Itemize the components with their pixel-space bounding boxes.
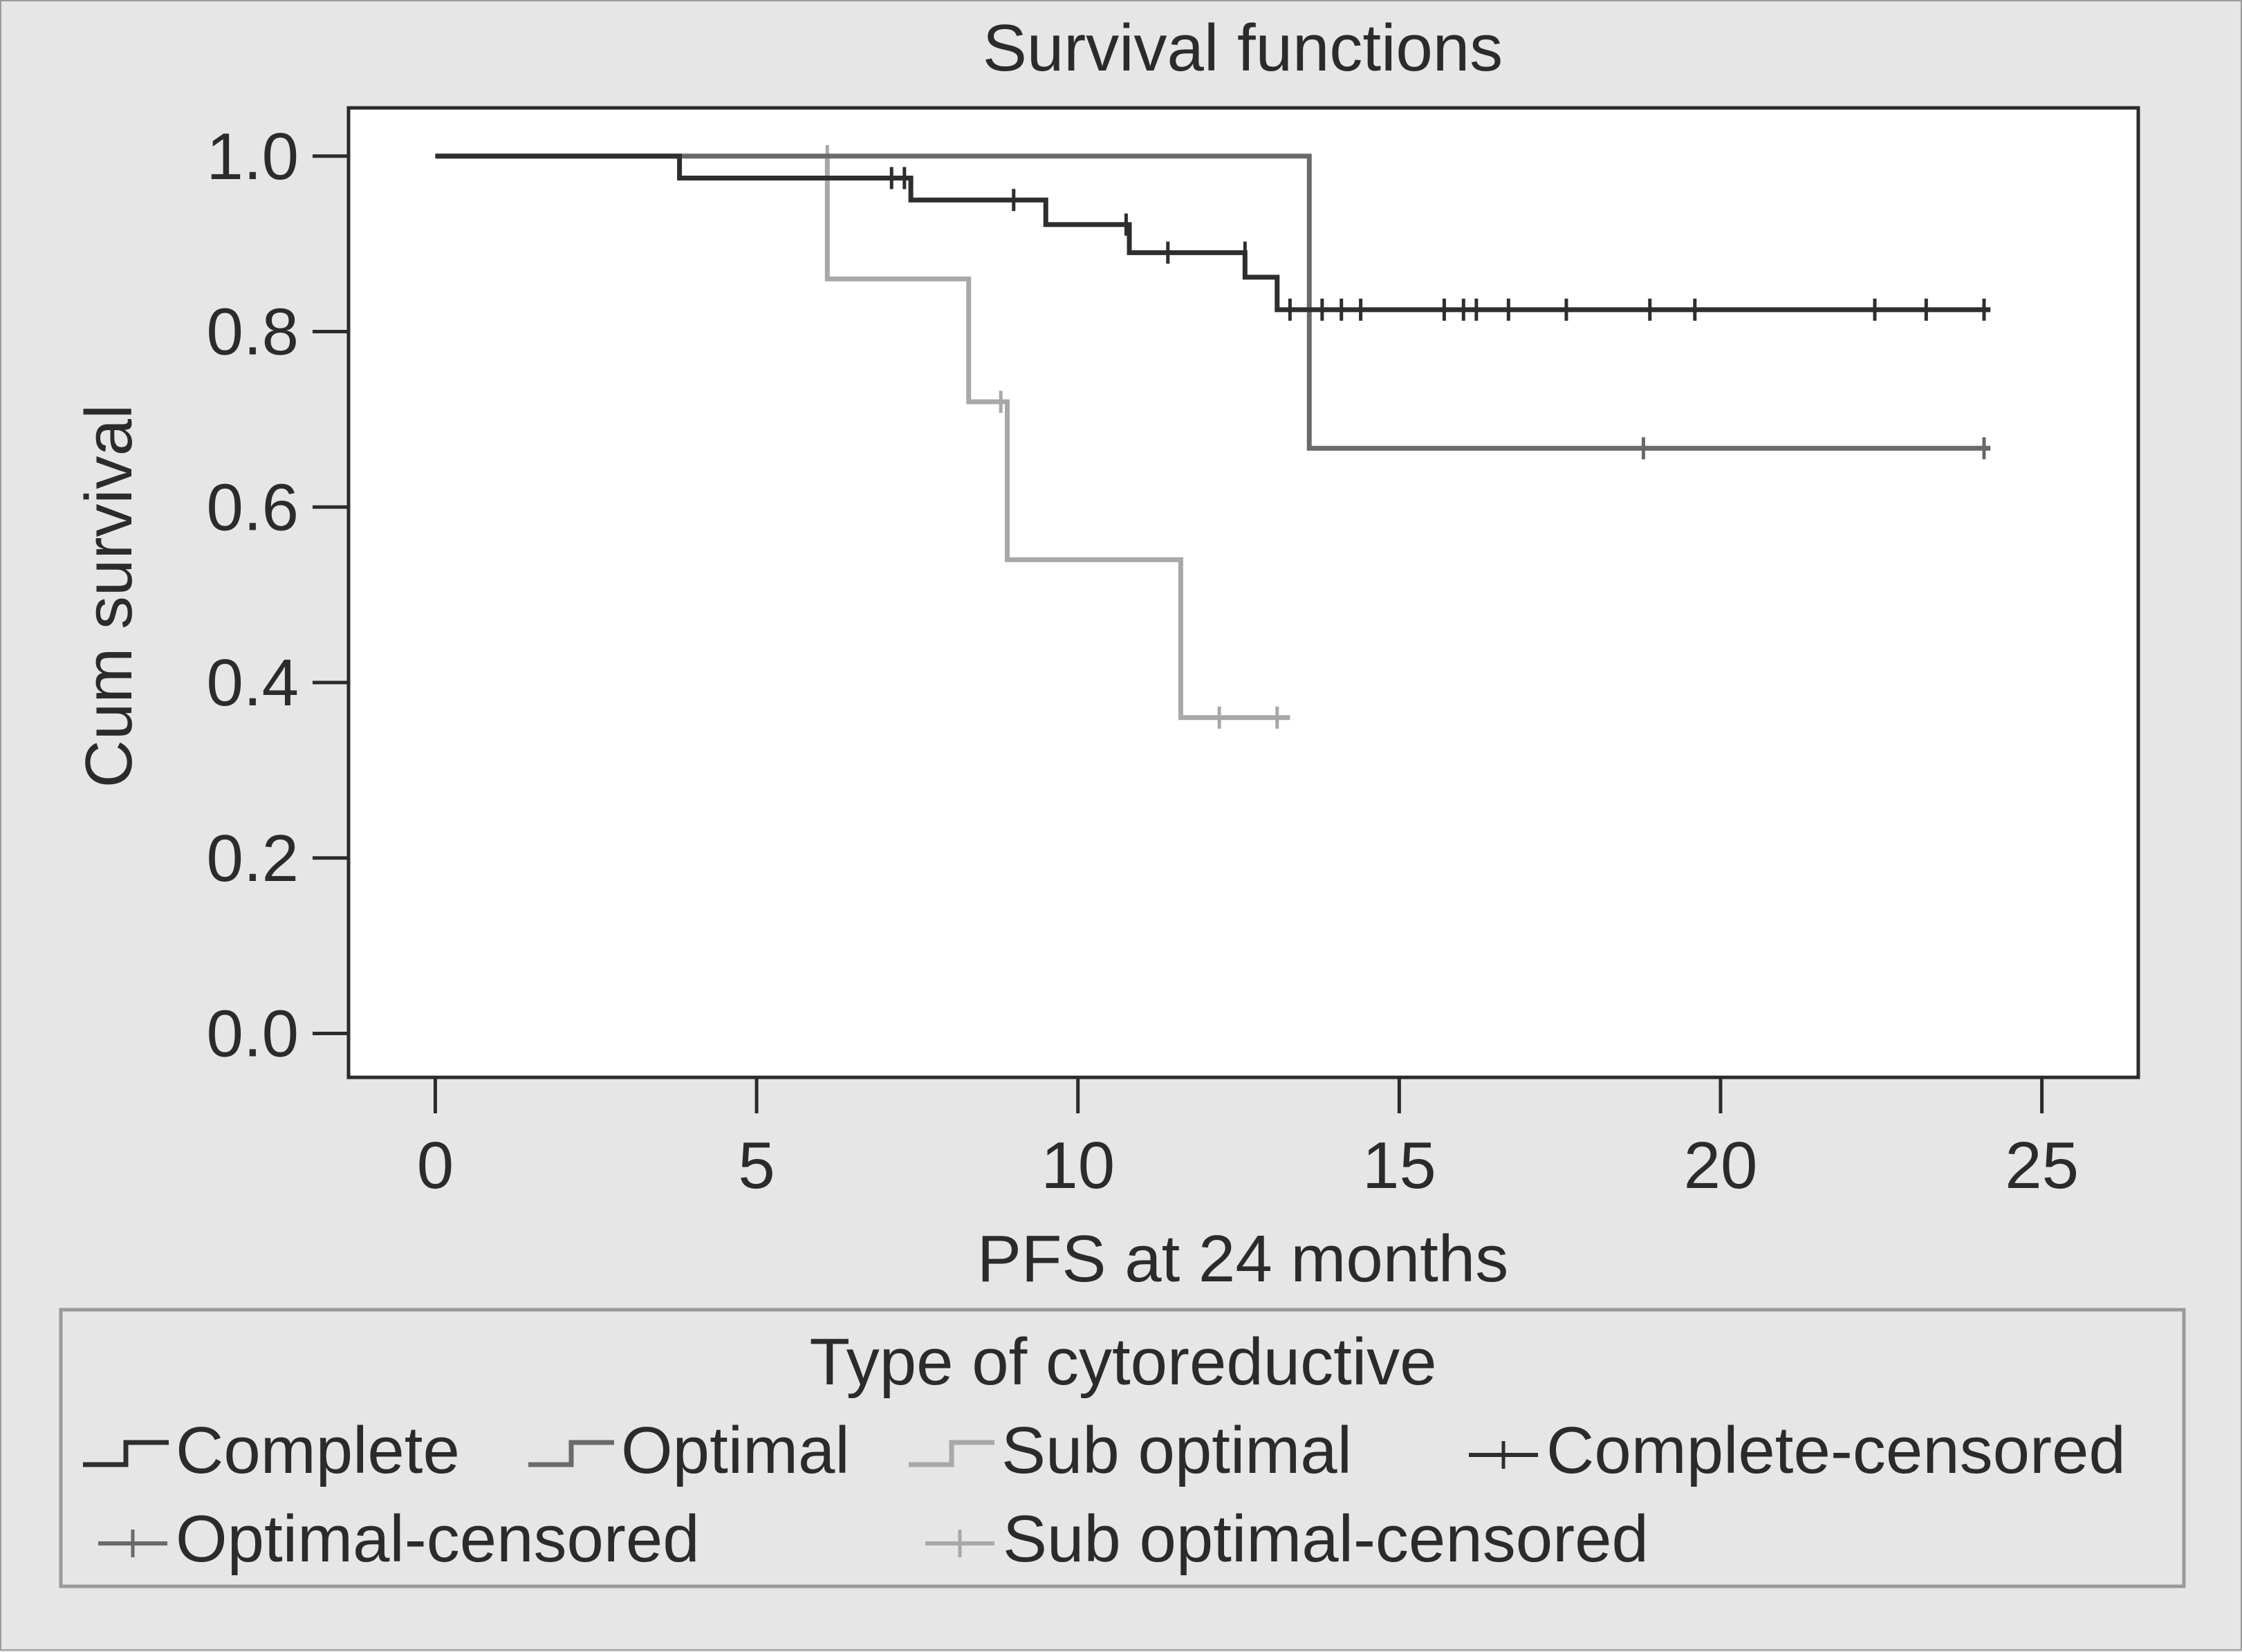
legend-swatch — [909, 1440, 994, 1467]
legend-item: Optimal-censored — [98, 1502, 700, 1576]
legend-label: Optimal-censored — [176, 1502, 700, 1576]
legend-box — [59, 1308, 2186, 1588]
x-tick-label: 0 — [417, 1129, 454, 1203]
legend-swatch — [83, 1440, 169, 1467]
y-axis: 0.0 0.2 0.4 0.6 0.8 1.0 — [207, 120, 349, 1071]
legend-item: Sub optimal-censored — [925, 1502, 1649, 1576]
x-tick-label: 15 — [1362, 1129, 1436, 1203]
series-line-sub-optimal — [435, 154, 1290, 721]
legend-item: Complete — [83, 1413, 460, 1487]
y-tick-label: 0.2 — [207, 822, 299, 895]
chart-title: Survival functions — [983, 11, 1503, 85]
legend-label: Sub optimal — [1001, 1413, 1352, 1487]
x-tick-label: 20 — [1684, 1129, 1758, 1203]
legend-swatch — [528, 1440, 614, 1467]
legend-label: Complete — [176, 1413, 460, 1487]
legend-label: Optimal — [621, 1413, 850, 1487]
legend-item: Optimal — [528, 1413, 850, 1487]
x-tick-label: 25 — [2005, 1129, 2079, 1203]
x-axis-title: PFS at 24 months — [977, 1222, 1508, 1296]
y-tick-label: 0.0 — [207, 997, 299, 1071]
legend-layer: Complete Optimal Sub optimal Complete-censo… — [83, 1413, 2126, 1576]
legend-label: Complete-censored — [1546, 1413, 2126, 1487]
y-tick-label: 0.6 — [207, 470, 299, 544]
legend-label: Sub optimal-censored — [1003, 1502, 1649, 1576]
legend-title: Type of cytoreductive — [809, 1325, 1436, 1399]
y-axis-title: Cum survival — [72, 405, 146, 788]
y-tick-label: 0.8 — [207, 295, 299, 369]
y-tick-label: 0.4 — [207, 646, 299, 720]
x-axis: 0 5 10 15 20 25 — [417, 1077, 2079, 1203]
y-tick-label: 1.0 — [207, 120, 299, 194]
series-line-optimal — [435, 154, 1991, 451]
legend-item: Sub optimal — [909, 1413, 1352, 1487]
series-line-complete — [435, 154, 1991, 313]
series-layer — [435, 145, 1991, 729]
legend-item: Complete-censored — [1469, 1413, 2126, 1487]
x-tick-label: 5 — [738, 1129, 775, 1203]
x-tick-label: 10 — [1041, 1129, 1115, 1203]
